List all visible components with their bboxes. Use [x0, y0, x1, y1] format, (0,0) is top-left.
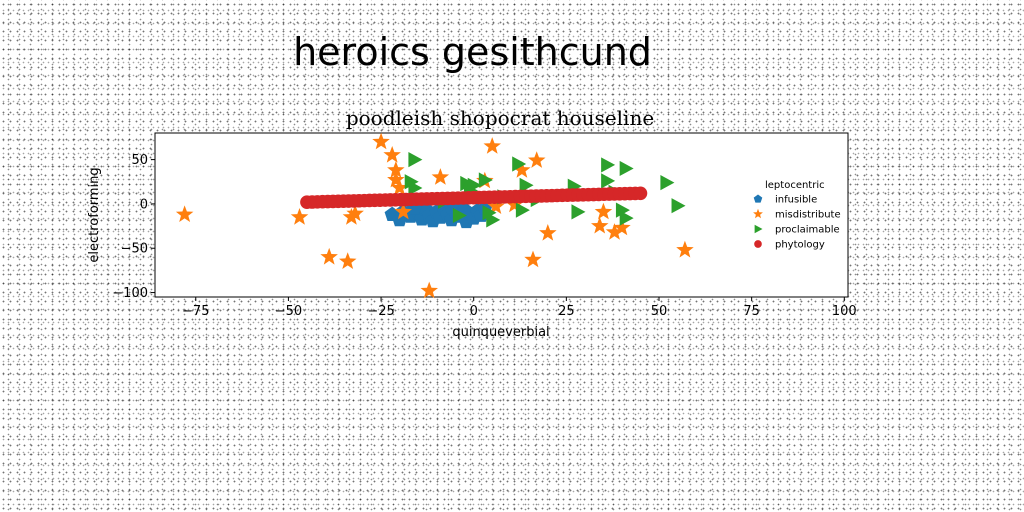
legend-title: leptocentric: [765, 180, 825, 191]
legend-label: misdistribute: [775, 210, 841, 221]
y-axis-label: electroforming: [87, 167, 102, 262]
y-tick-label: 50: [131, 153, 148, 168]
phytology-point: [634, 186, 648, 200]
legend-marker: [754, 240, 762, 248]
x-tick-label: 0: [470, 304, 478, 319]
chart-title: poodleish shopocrat houseline: [346, 106, 654, 130]
x-tick-label: 25: [558, 304, 575, 319]
x-axis-label: quinqueverbial: [452, 325, 549, 340]
x-axis: −75 −50 −25 0 25 50 75 100: [182, 297, 857, 319]
x-tick-label: 75: [743, 304, 760, 319]
x-tick-label: −75: [182, 304, 209, 319]
x-tick-label: −25: [367, 304, 394, 319]
x-tick-label: 100: [832, 304, 857, 319]
y-tick-label: −100: [112, 286, 148, 301]
plot-area: [155, 133, 848, 297]
x-tick-label: −50: [275, 304, 302, 319]
y-axis: 50 0 −50 −100: [112, 153, 155, 301]
y-tick-label: 0: [140, 197, 148, 212]
x-tick-label: 50: [651, 304, 668, 319]
legend-label: phytology: [775, 240, 825, 251]
legend-label: proclaimable: [775, 225, 840, 236]
y-tick-label: −50: [121, 242, 148, 257]
legend-label: infusible: [775, 195, 817, 206]
